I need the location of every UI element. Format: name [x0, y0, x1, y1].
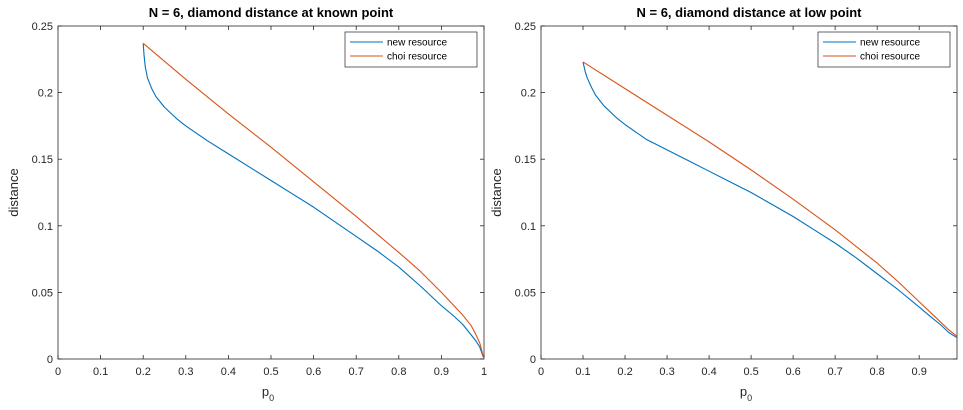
x-tick-label: 0.4 [701, 366, 716, 378]
y-tick-label: 0.25 [32, 21, 53, 33]
x-tick-label: 0.5 [743, 366, 758, 378]
y-tick-label: 0.15 [515, 154, 536, 166]
series-line-new-resource [142, 43, 485, 360]
x-tick-label: 0.7 [827, 366, 842, 378]
y-tick-label: 0.05 [32, 287, 53, 299]
y-axis-label: distance [489, 168, 504, 216]
x-tick-label: 1 [481, 366, 487, 378]
legend-entry-label: new resource [860, 38, 920, 49]
y-tick-label: 0 [530, 354, 536, 366]
x-tick-label: 0.5 [263, 366, 278, 378]
x-tick-label: 0.6 [785, 366, 800, 378]
y-tick-label: 0.25 [515, 21, 536, 33]
x-tick-label: 0.1 [575, 366, 590, 378]
series-line-choi-resource [582, 61, 958, 337]
x-axis-label-subscript: 0 [747, 393, 752, 403]
plot-area [540, 25, 958, 360]
x-axis-label-main: p [740, 384, 747, 399]
legend-entry-label: new resource [387, 38, 447, 49]
x-axis-label: p0 [262, 384, 274, 403]
x-tick-label: 0.3 [659, 366, 674, 378]
series-line-choi-resource [142, 42, 485, 360]
legend-entry-label: choi resource [860, 52, 920, 63]
x-tick-label: 0.8 [391, 366, 406, 378]
x-tick-label: 0.8 [870, 366, 885, 378]
legend: new resource choi resource [344, 31, 478, 68]
x-axis-label-subscript: 0 [269, 393, 274, 403]
x-axis-label: p0 [740, 384, 752, 403]
legend-entry-label: choi resource [387, 52, 447, 63]
x-tick-label: 0.7 [349, 366, 364, 378]
x-tick-label: 0 [538, 366, 544, 378]
series-line-new-resource [582, 61, 958, 339]
chart-title: N = 6, diamond distance at low point [637, 5, 863, 20]
y-tick-label: 0 [47, 354, 53, 366]
x-tick-label: 0.9 [434, 366, 449, 378]
y-tick-label: 0.05 [515, 287, 536, 299]
y-tick-label: 0.1 [521, 221, 536, 233]
x-tick-label: 0.6 [306, 366, 321, 378]
legend-box [344, 31, 478, 68]
chart-panel-2: N = 6, diamond distance at low point 0 0.1… [489, 5, 958, 403]
x-tick-label: 0 [55, 366, 61, 378]
y-tick-label: 0.2 [521, 88, 536, 100]
y-tick-label: 0.2 [38, 88, 53, 100]
y-tick-label: 0.15 [32, 154, 53, 166]
x-tick-label: 0.2 [617, 366, 632, 378]
legend: new resource choi resource [817, 31, 951, 68]
y-axis-label: distance [6, 168, 21, 216]
x-tick-label: 0.2 [136, 366, 151, 378]
x-tick-label: 0.9 [912, 366, 927, 378]
x-axis-label-main: p [262, 384, 269, 399]
plot-area [57, 25, 485, 360]
x-tick-label: 0.4 [221, 366, 236, 378]
chart-title: N = 6, diamond distance at known point [149, 5, 394, 20]
x-tick-label: 0.1 [93, 366, 108, 378]
legend-box [817, 31, 951, 68]
x-tick-label: 0.3 [178, 366, 193, 378]
y-tick-label: 0.1 [38, 221, 53, 233]
